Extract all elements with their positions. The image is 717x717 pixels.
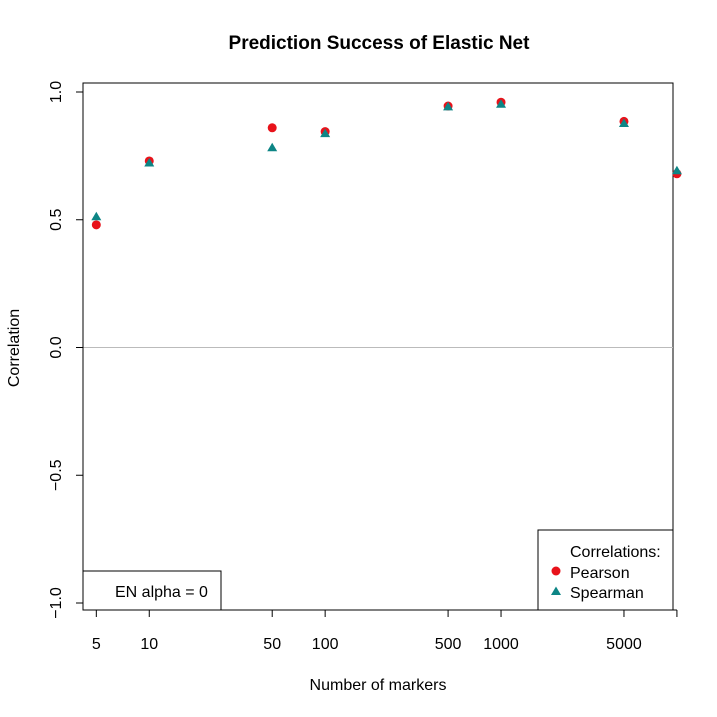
point-spearman xyxy=(267,142,278,152)
legend: Correlations: Pearson Spearman xyxy=(537,529,674,611)
y-tick-label: 0.5 xyxy=(48,209,65,231)
legend-title: Correlations: xyxy=(570,544,661,561)
x-tick-label: 500 xyxy=(435,636,462,653)
point-spearman xyxy=(496,99,507,108)
point-spearman xyxy=(618,118,629,127)
point-spearman xyxy=(320,128,331,138)
point-spearman xyxy=(91,211,102,221)
x-tick-label: 5000 xyxy=(606,636,642,653)
point-spearman xyxy=(671,165,682,175)
y-tick-label: −0.5 xyxy=(48,459,65,491)
y-axis: −1.0 −0.5 0.0 0.5 1.0 xyxy=(48,81,84,619)
series-spearman xyxy=(91,99,682,221)
x-axis: 5 10 50 100 500 1000 5000 xyxy=(92,609,678,653)
annotation-text: EN alpha = 0 xyxy=(115,584,208,601)
point-spearman xyxy=(144,158,155,167)
legend-marker-spearman xyxy=(551,586,561,595)
point-pearson xyxy=(267,123,277,133)
chart-title: Prediction Success of Elastic Net xyxy=(229,33,531,54)
point-pearson xyxy=(91,220,101,230)
point-spearman xyxy=(443,101,454,111)
x-tick-label: 100 xyxy=(312,636,339,653)
y-tick-label: −1.0 xyxy=(48,587,65,619)
x-axis-label: Number of markers xyxy=(310,677,447,694)
legend-item-pearson: Pearson xyxy=(570,565,630,582)
x-tick-label: 5 xyxy=(92,636,101,653)
x-tick-label: 50 xyxy=(263,636,281,653)
x-tick-label: 1000 xyxy=(483,636,519,653)
y-tick-label: 1.0 xyxy=(48,81,65,103)
data-points xyxy=(91,97,682,230)
legend-marker-pearson xyxy=(551,566,561,576)
series-pearson xyxy=(91,97,682,230)
y-axis-label: Correlation xyxy=(6,309,23,387)
annotation-box: EN alpha = 0 xyxy=(82,570,222,611)
x-tick-label: 10 xyxy=(140,636,158,653)
legend-item-spearman: Spearman xyxy=(570,585,644,602)
y-tick-label: 0.0 xyxy=(48,336,65,358)
